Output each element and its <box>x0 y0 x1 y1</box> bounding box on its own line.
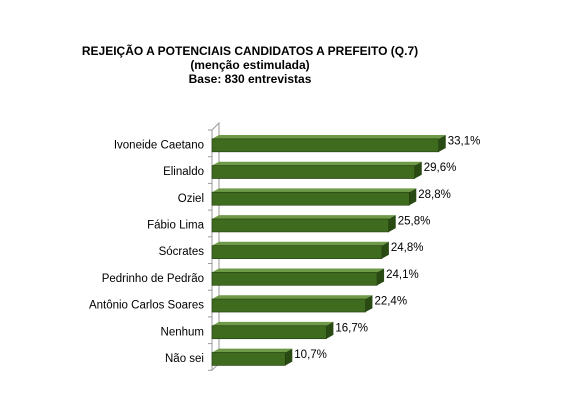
bars-group <box>211 135 446 366</box>
bar-1 <box>211 161 422 179</box>
bar-front-face <box>211 165 416 179</box>
category-label: Oziel <box>178 193 204 205</box>
data-label: 22,4% <box>374 296 407 308</box>
category-label: Pedrinho de Pedrão <box>102 273 204 285</box>
bar-4 <box>211 241 389 259</box>
bar-6 <box>211 295 373 313</box>
bar-2 <box>211 188 417 206</box>
data-label: 29,6% <box>424 162 457 174</box>
category-label: Elinaldo <box>163 166 204 178</box>
bar-3 <box>211 215 396 233</box>
category-label: Antônio Carlos Soares <box>89 300 204 312</box>
labels-group: Ivoneide Caetano 33,1% Elinaldo 29,6% Oziel 2… <box>89 135 480 365</box>
data-label: 28,8% <box>418 189 451 201</box>
data-label: 33,1% <box>448 135 481 147</box>
category-label: Nenhum <box>161 326 204 338</box>
category-label: Ivoneide Caetano <box>114 139 204 151</box>
bar-0 <box>211 135 446 153</box>
data-label: 25,8% <box>398 215 431 227</box>
data-label: 24,8% <box>391 242 424 254</box>
bar-front-face <box>211 245 383 259</box>
bar-side-face <box>377 268 385 286</box>
bar-7 <box>211 321 334 340</box>
bar-front-face <box>211 298 366 313</box>
bar-5 <box>211 268 385 286</box>
bar-8 <box>211 348 293 366</box>
bar-side-face <box>388 215 396 232</box>
chart-header: REJEIÇÃO A POTENCIAIS CANDIDATOS A PREFE… <box>0 44 500 86</box>
bar-top-face <box>212 188 417 193</box>
bar-top-face <box>212 161 422 166</box>
bar-side-face <box>414 161 422 179</box>
bar-front-face <box>211 138 440 153</box>
bar-side-face <box>326 321 334 339</box>
data-label: 24,1% <box>386 269 419 281</box>
bar-side-face <box>381 241 389 259</box>
data-label: 10,7% <box>294 349 327 361</box>
bar-top-face <box>212 241 389 246</box>
chart-subtitle: (menção estimulada) <box>190 58 310 72</box>
bar-top-face <box>212 215 396 219</box>
data-label: 16,7% <box>335 322 368 334</box>
bar-top-face <box>212 268 385 273</box>
bar-side-face <box>438 135 446 152</box>
chart-base-note: Base: 830 entrevistas <box>188 72 312 86</box>
bar-side-face <box>285 348 293 366</box>
bar-top-face <box>212 348 293 353</box>
bar-side-face <box>409 188 417 206</box>
bar-top-face <box>212 321 334 326</box>
category-label: Não sei <box>165 353 204 365</box>
bar-side-face <box>365 295 373 313</box>
bar-top-face <box>212 135 446 139</box>
bar-front-face <box>211 218 390 233</box>
chart-title: REJEIÇÃO A POTENCIAIS CANDIDATOS A PREFE… <box>81 44 419 58</box>
bar-front-face <box>211 325 327 340</box>
bar-front-face <box>211 272 378 286</box>
bar-top-face <box>212 295 373 300</box>
category-label: Fábio Lima <box>147 219 204 231</box>
bar-front-face <box>211 191 410 206</box>
category-label: Sócrates <box>159 246 205 258</box>
bar-front-face <box>211 352 286 366</box>
